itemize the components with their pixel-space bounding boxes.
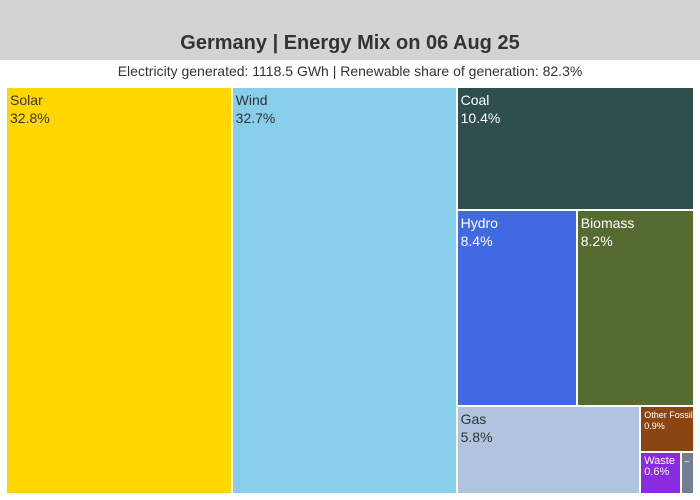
tile-label: –	[685, 456, 690, 467]
chart-title: Germany | Energy Mix on 06 Aug 25	[180, 32, 520, 54]
tile-label: Hydro 8.4%	[461, 214, 498, 250]
tile-name: Hydro	[460, 214, 498, 231]
tile-percent: 5.8%	[460, 428, 493, 445]
tile-percent: 0.6%	[644, 466, 670, 479]
tile-name: Gas	[460, 410, 487, 427]
tile-label: Other Fossil 0.9%	[644, 410, 693, 432]
tile-percent: 8.4%	[460, 232, 493, 249]
tile-solar: Solar 32.8%	[6, 87, 232, 494]
tile-label: Gas 5.8%	[461, 410, 493, 446]
tile-biomass: Biomass 8.2%	[576, 209, 694, 406]
tile-name: Coal	[460, 92, 490, 108]
tile-name: Waste	[644, 455, 675, 468]
tile-name: Wind	[235, 92, 268, 108]
tile-name: Solar	[10, 92, 43, 108]
tile-percent: 8.2%	[580, 232, 613, 249]
tile-hydro: Hydro 8.4%	[456, 209, 577, 406]
tile-percent: 10.4%	[460, 110, 501, 126]
tile-name-truncated: –	[684, 456, 690, 467]
chart-header	[0, 0, 700, 60]
tile-label: Biomass 8.2%	[581, 214, 635, 250]
tile-waste: Waste 0.6%	[640, 452, 681, 494]
tile-label: Coal 10.4%	[461, 91, 501, 127]
tile-coal: Coal 10.4%	[456, 87, 694, 210]
chart-subtitle: Electricity generated: 1118.5 GWh | Rene…	[117, 63, 583, 79]
treemap: Solar 32.8% Wind 32.7% Coal 10.4% Hydro 8.4% Bio…	[6, 87, 694, 494]
tile-label: Wind 32.7%	[236, 91, 276, 127]
tile-wind: Wind 32.7%	[231, 87, 457, 494]
tile-label: Waste 0.6%	[644, 456, 675, 478]
tile-other: –	[680, 452, 694, 494]
tile-percent: 0.9%	[644, 420, 665, 431]
tile-percent: 32.8%	[10, 110, 50, 126]
tile-name: Biomass	[580, 214, 635, 231]
tile-label: Solar 32.8%	[10, 91, 50, 127]
tile-percent: 32.7%	[235, 110, 276, 126]
tile-gas: Gas 5.8%	[456, 405, 641, 494]
tile-other-fossil: Other Fossil 0.9%	[640, 405, 694, 453]
tile-name: Other Fossil	[644, 409, 693, 420]
